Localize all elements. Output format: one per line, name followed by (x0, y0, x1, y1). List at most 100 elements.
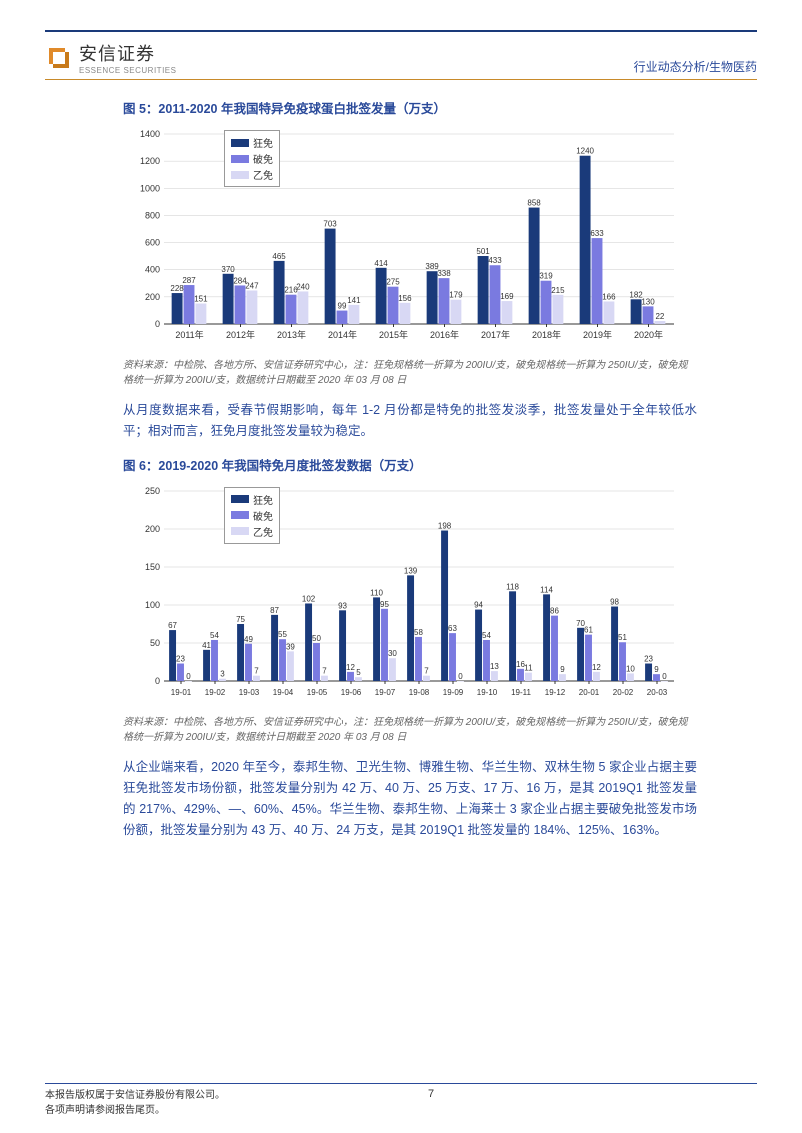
svg-text:200: 200 (145, 524, 160, 534)
svg-text:49: 49 (244, 634, 253, 643)
brand-logo: 安信证券 ESSENCE SECURITIES (45, 40, 176, 75)
svg-text:2016年: 2016年 (430, 329, 459, 340)
svg-text:98: 98 (610, 597, 619, 606)
svg-text:100: 100 (145, 600, 160, 610)
svg-text:9: 9 (560, 665, 565, 674)
svg-text:7: 7 (424, 666, 429, 675)
svg-text:118: 118 (506, 582, 519, 591)
svg-text:54: 54 (210, 630, 219, 639)
legend-label-1: 狂免 (253, 135, 273, 150)
svg-text:2018年: 2018年 (532, 329, 561, 340)
svg-text:50: 50 (150, 638, 160, 648)
svg-text:169: 169 (500, 292, 514, 301)
svg-text:19-01: 19-01 (171, 688, 192, 697)
svg-text:94: 94 (474, 600, 483, 609)
svg-text:156: 156 (398, 294, 412, 303)
svg-text:151: 151 (194, 295, 208, 304)
header-rule-top (45, 30, 757, 32)
svg-text:75: 75 (236, 615, 245, 624)
svg-text:1000: 1000 (140, 183, 160, 193)
svg-text:0: 0 (186, 672, 191, 681)
svg-text:19-10: 19-10 (477, 688, 498, 697)
svg-text:2013年: 2013年 (277, 329, 306, 340)
svg-text:2012年: 2012年 (226, 329, 255, 340)
svg-text:0: 0 (155, 319, 160, 329)
legend-label-3: 乙免 (253, 524, 273, 539)
svg-text:93: 93 (338, 601, 347, 610)
chart1-wrap: 02004006008001000120014002282871512011年3… (123, 123, 697, 355)
svg-text:150: 150 (145, 562, 160, 572)
chart2-source: 资料来源：中检院、各地方所、安信证券研究中心，注：狂免规格统一折算为 200IU… (123, 715, 697, 745)
svg-text:2015年: 2015年 (379, 329, 408, 340)
page-frame: 安信证券 ESSENCE SECURITIES 行业动态分析/生物医药 图 5：… (45, 30, 757, 1078)
svg-text:20-03: 20-03 (647, 688, 668, 697)
brand-name-en: ESSENCE SECURITIES (79, 66, 176, 75)
svg-text:30: 30 (388, 649, 397, 658)
svg-text:1200: 1200 (140, 156, 160, 166)
chart1-legend: 狂免 破免 乙免 (224, 130, 280, 187)
svg-text:633: 633 (590, 229, 604, 238)
svg-text:19-02: 19-02 (205, 688, 226, 697)
svg-text:800: 800 (145, 210, 160, 220)
svg-text:240: 240 (296, 282, 310, 291)
svg-text:41: 41 (202, 640, 211, 649)
svg-text:7: 7 (322, 666, 327, 675)
legend-swatch-1 (231, 139, 249, 147)
svg-text:228: 228 (170, 284, 184, 293)
svg-text:3: 3 (220, 669, 225, 678)
svg-text:12: 12 (592, 662, 601, 671)
svg-text:20-02: 20-02 (613, 688, 634, 697)
svg-text:2020年: 2020年 (634, 329, 663, 340)
chart1-source: 资料来源：中检院、各地方所、安信证券研究中心，注：狂免规格统一折算为 200IU… (123, 358, 697, 388)
svg-text:287: 287 (182, 276, 196, 285)
svg-text:19-12: 19-12 (545, 688, 566, 697)
svg-text:19-06: 19-06 (341, 688, 362, 697)
svg-text:13: 13 (490, 662, 499, 671)
svg-text:198: 198 (438, 521, 452, 530)
footer-left: 本报告版权属于安信证券股份有限公司。 各项声明请参阅报告尾页。 (45, 1088, 225, 1118)
chart2-title: 图 6：2019-2020 年我国特免月度批签发数据（万支） (123, 455, 697, 474)
chart2-svg: 0501001502002506723019-014154319-0275497… (124, 481, 684, 711)
svg-text:139: 139 (404, 566, 418, 575)
legend-swatch-2 (231, 155, 249, 163)
svg-text:200: 200 (145, 292, 160, 302)
svg-text:54: 54 (482, 630, 491, 639)
svg-text:19-03: 19-03 (239, 688, 260, 697)
svg-text:1240: 1240 (576, 147, 594, 156)
svg-text:87: 87 (270, 605, 279, 614)
paragraph-2: 从企业端来看，2020 年至今，泰邦生物、卫光生物、博雅生物、华兰生物、双林生物… (123, 757, 697, 842)
svg-text:465: 465 (272, 252, 286, 261)
svg-text:10: 10 (626, 664, 635, 673)
svg-text:338: 338 (437, 269, 451, 278)
legend-swatch-3 (231, 171, 249, 179)
svg-text:20-01: 20-01 (579, 688, 600, 697)
svg-text:130: 130 (641, 297, 655, 306)
svg-text:703: 703 (323, 220, 337, 229)
svg-text:2011年: 2011年 (175, 329, 203, 340)
svg-text:2019年: 2019年 (583, 329, 612, 340)
svg-text:319: 319 (539, 272, 553, 281)
svg-text:0: 0 (662, 672, 667, 681)
legend-label-2: 破免 (253, 508, 273, 523)
svg-text:9: 9 (654, 665, 659, 674)
svg-text:19-09: 19-09 (443, 688, 464, 697)
svg-text:0: 0 (458, 672, 463, 681)
paragraph-1: 从月度数据来看，受春节假期影响，每年 1-2 月份都是特免的批签发淡季，批签发量… (123, 400, 697, 443)
svg-text:414: 414 (374, 259, 388, 268)
svg-text:19-07: 19-07 (375, 688, 396, 697)
svg-text:67: 67 (168, 621, 177, 630)
chart2-wrap: 0501001502002506723019-014154319-0275497… (123, 480, 697, 712)
chart1-title: 图 5：2011-2020 年我国特异免疫球蛋白批签发量（万支） (123, 98, 697, 117)
svg-text:23: 23 (644, 654, 653, 663)
footer: 本报告版权属于安信证券股份有限公司。 各项声明请参阅报告尾页。 7 (45, 1083, 757, 1118)
svg-text:501: 501 (476, 247, 490, 256)
svg-text:22: 22 (655, 312, 664, 321)
legend-swatch-2 (231, 511, 249, 519)
svg-text:250: 250 (145, 486, 160, 496)
svg-text:99: 99 (338, 302, 347, 311)
svg-text:51: 51 (618, 633, 627, 642)
svg-text:215: 215 (551, 286, 565, 295)
svg-text:23: 23 (176, 654, 185, 663)
svg-text:858: 858 (527, 199, 541, 208)
svg-text:50: 50 (312, 634, 321, 643)
